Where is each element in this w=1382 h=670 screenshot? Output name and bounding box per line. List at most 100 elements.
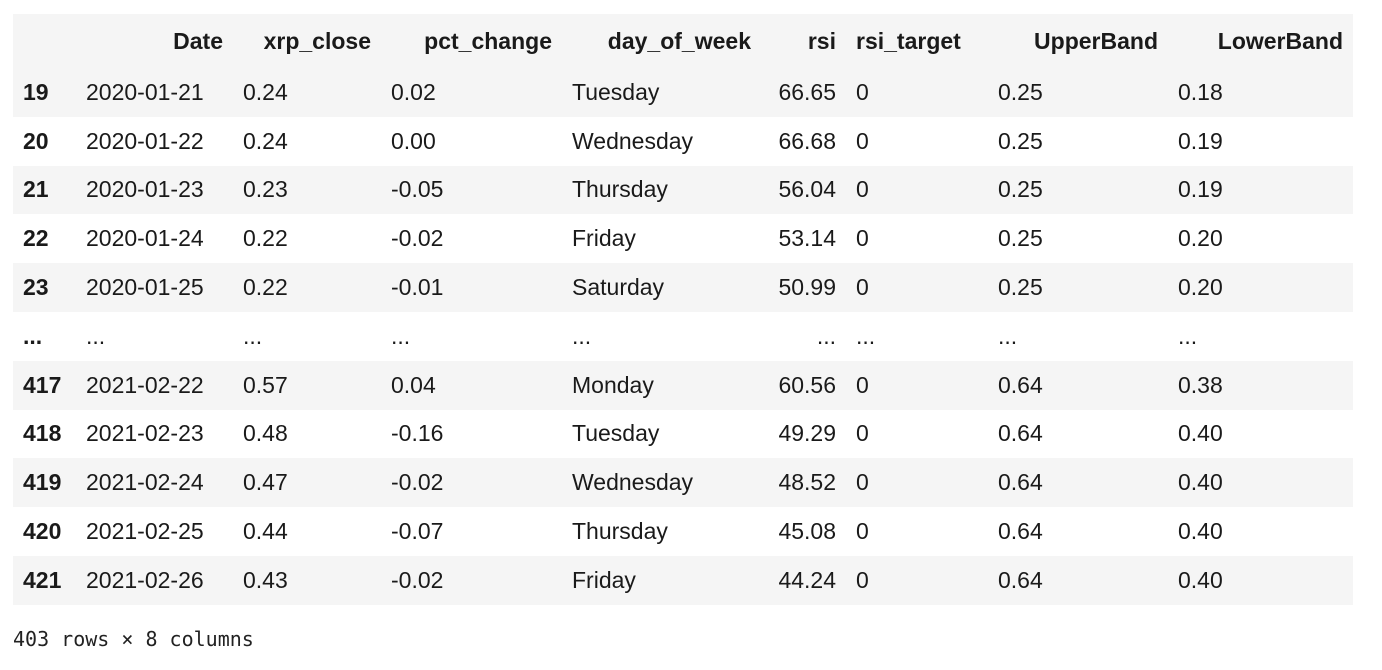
table-row: 20 2020-01-22 0.24 0.00 Wednesday 66.68 0 0.25 0… bbox=[13, 116, 1353, 166]
row-index: 21 bbox=[23, 176, 49, 203]
table-cell: 0.00 bbox=[391, 127, 436, 154]
table-cell: 0.25 bbox=[998, 225, 1043, 252]
table-cell: ... bbox=[391, 322, 411, 349]
table-cell: 0.40 bbox=[1178, 420, 1223, 447]
table-cell: 0 bbox=[856, 127, 869, 154]
table-cell: 49.29 bbox=[778, 420, 836, 447]
table-row: 418 2021-02-23 0.48 -0.16 Tuesday 49.29 0 0.64 0… bbox=[13, 409, 1353, 459]
table-cell: 0.24 bbox=[243, 78, 288, 105]
column-header: rsi_target bbox=[856, 27, 961, 54]
row-index: 421 bbox=[23, 566, 62, 593]
table-row: 419 2021-02-24 0.47 -0.02 Wednesday 48.52 0 0.6… bbox=[13, 458, 1353, 508]
table-cell: 0.64 bbox=[998, 566, 1043, 593]
table-cell: 0.25 bbox=[998, 274, 1043, 301]
table-cell: 56.04 bbox=[778, 176, 836, 203]
row-index: 418 bbox=[23, 420, 62, 447]
table-cell: 2020-01-21 bbox=[86, 78, 204, 105]
table-cell: 2021-02-22 bbox=[86, 371, 204, 398]
table-body: 19 2020-01-21 0.24 0.02 Tuesday 66.65 0 0.25 0.1… bbox=[13, 68, 1353, 605]
table-cell: 0.22 bbox=[243, 274, 288, 301]
table-cell: 60.56 bbox=[778, 371, 836, 398]
table-row: 421 2021-02-26 0.43 -0.02 Friday 44.24 0 0.64 0.… bbox=[13, 555, 1353, 605]
table-cell: 0.25 bbox=[998, 78, 1043, 105]
column-header: UpperBand bbox=[1034, 27, 1158, 54]
table-cell: 0 bbox=[856, 78, 869, 105]
table-cell: ... bbox=[856, 322, 876, 349]
table-cell: ... bbox=[86, 322, 106, 349]
table-cell: 2021-02-24 bbox=[86, 469, 204, 496]
table-cell: 0.47 bbox=[243, 469, 288, 496]
table-cell: -0.05 bbox=[391, 176, 444, 203]
table-cell: -0.01 bbox=[391, 274, 444, 301]
table-cell: Thursday bbox=[572, 176, 668, 203]
table-row: 21 2020-01-23 0.23 -0.05 Thursday 56.04 0 0.25 0… bbox=[13, 165, 1353, 215]
row-index: 20 bbox=[23, 127, 49, 154]
table-cell: Tuesday bbox=[572, 420, 660, 447]
table-cell: Tuesday bbox=[572, 78, 660, 105]
table-cell: 0 bbox=[856, 274, 869, 301]
table-cell: Friday bbox=[572, 566, 636, 593]
table-cell: Wednesday bbox=[572, 127, 694, 154]
table-cell: 0.40 bbox=[1178, 469, 1223, 496]
table-cell: 0.40 bbox=[1178, 518, 1223, 545]
table-cell: 0 bbox=[856, 518, 869, 545]
table-cell: 0.40 bbox=[1178, 566, 1223, 593]
table-cell: ... bbox=[998, 322, 1018, 349]
column-header: pct_change bbox=[424, 27, 552, 54]
table-cell: 0.38 bbox=[1178, 371, 1223, 398]
table-cell: 0.25 bbox=[998, 127, 1043, 154]
row-index: 420 bbox=[23, 518, 62, 545]
table-cell: 66.65 bbox=[778, 78, 836, 105]
table-cell: 2021-02-26 bbox=[86, 566, 204, 593]
column-header: Date bbox=[173, 27, 223, 54]
row-index: 419 bbox=[23, 469, 62, 496]
table-cell: Thursday bbox=[572, 518, 668, 545]
table-cell: ... bbox=[1178, 322, 1198, 349]
column-header: rsi bbox=[807, 27, 836, 54]
table-cell: -0.16 bbox=[391, 420, 444, 447]
table-cell: 2020-01-22 bbox=[86, 127, 204, 154]
table-cell: 0.20 bbox=[1178, 225, 1223, 252]
table-cell: 0.22 bbox=[243, 225, 288, 252]
table-cell: 0.43 bbox=[243, 566, 288, 593]
table-cell: -0.07 bbox=[391, 518, 444, 545]
table-cell: 45.08 bbox=[778, 518, 836, 545]
table-cell: 0 bbox=[856, 371, 869, 398]
table-cell: 2021-02-23 bbox=[86, 420, 204, 447]
column-header: day_of_week bbox=[607, 27, 751, 54]
row-index: 22 bbox=[23, 225, 49, 252]
dataframe-table: Date xrp_close pct_change day_of_week rsi rsi… bbox=[13, 14, 1353, 605]
dataframe-output: Date xrp_close pct_change day_of_week rsi rsi… bbox=[13, 14, 1353, 605]
table-row: 23 2020-01-25 0.22 -0.01 Saturday 50.99 0 0.25 0… bbox=[13, 263, 1353, 312]
table-cell: 0.04 bbox=[391, 371, 436, 398]
table-row: ........................... bbox=[13, 311, 1353, 361]
table-cell: 0 bbox=[856, 176, 869, 203]
table-cell: 0.44 bbox=[243, 518, 288, 545]
column-header: LowerBand bbox=[1217, 27, 1343, 54]
table-cell: 0.02 bbox=[391, 78, 436, 105]
table-cell: 48.52 bbox=[778, 469, 836, 496]
table-cell: -0.02 bbox=[391, 566, 444, 593]
table-cell: 50.99 bbox=[778, 274, 836, 301]
table-cell: Monday bbox=[572, 371, 654, 398]
table-cell: 0.64 bbox=[998, 518, 1043, 545]
table-cell: 2020-01-24 bbox=[86, 225, 204, 252]
table-cell: 0.64 bbox=[998, 469, 1043, 496]
table-header: Date xrp_close pct_change day_of_week rsi rsi… bbox=[13, 14, 1353, 68]
table-cell: 0.57 bbox=[243, 371, 288, 398]
table-cell: ... bbox=[243, 322, 263, 349]
table-cell: ... bbox=[816, 322, 836, 349]
table-cell: Friday bbox=[572, 225, 636, 252]
row-index: 19 bbox=[23, 78, 49, 105]
table-cell: 44.24 bbox=[778, 566, 836, 593]
table-cell: 0.20 bbox=[1178, 274, 1223, 301]
header-row: Date xrp_close pct_change day_of_week rsi rsi… bbox=[13, 14, 1353, 68]
table-cell: Wednesday bbox=[572, 469, 694, 496]
table-row: 19 2020-01-21 0.24 0.02 Tuesday 66.65 0 0.25 0.1… bbox=[13, 68, 1353, 117]
table-cell: 0.23 bbox=[243, 176, 288, 203]
table-cell: Saturday bbox=[572, 274, 665, 301]
table-cell: 0.64 bbox=[998, 420, 1043, 447]
table-cell: 0.48 bbox=[243, 420, 288, 447]
table-cell: -0.02 bbox=[391, 225, 444, 252]
table-cell: 2021-02-25 bbox=[86, 518, 204, 545]
